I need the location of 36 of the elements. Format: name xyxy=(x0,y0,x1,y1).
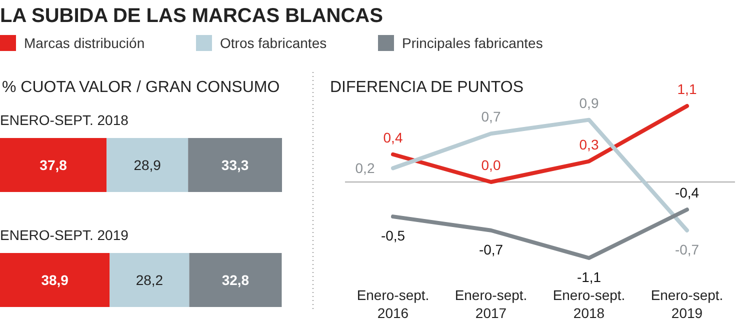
data-label: 32,8 xyxy=(222,272,250,288)
data-label: 37,8 xyxy=(40,157,68,173)
bar xyxy=(106,138,188,192)
data-label: 0,3 xyxy=(579,136,599,152)
data-label: 0,2 xyxy=(355,160,375,176)
bar xyxy=(0,138,107,192)
legend-label: Principales fabricantes xyxy=(402,35,543,51)
data-label: 1,1 xyxy=(677,81,697,97)
data-label: -0,5 xyxy=(380,228,406,244)
x-tick-label: Enero-sept. 2018 xyxy=(552,287,626,321)
data-label: -0,7 xyxy=(674,241,700,258)
data-label: 0,0 xyxy=(481,157,501,173)
data-label: -0,7 xyxy=(478,241,504,258)
bar xyxy=(188,138,282,192)
text: % CUOTA VALOR / GRAN CONSUMO xyxy=(2,79,280,96)
chart-title: LA SUBIDA DE LAS MARCAS BLANCAS xyxy=(0,5,383,27)
x-tick-label: Enero-sept. 2017 xyxy=(454,287,528,321)
data-label: 0,4 xyxy=(383,129,403,146)
chart-title: DIFERENCIA DE PUNTOS xyxy=(330,79,524,96)
bar xyxy=(189,253,282,307)
y-tick-label: ENERO-SEPT. 2018 xyxy=(0,112,129,128)
data-label: 38,9 xyxy=(41,272,69,288)
legend-label: Otros fabricantes xyxy=(220,35,327,51)
data-label: -0,4 xyxy=(674,184,700,201)
data-label: 33,3 xyxy=(221,157,249,173)
legend-label: Marcas distribución xyxy=(24,35,145,51)
y-tick-label: ENERO-SEPT. 2019 xyxy=(0,227,129,243)
data-label: 0,7 xyxy=(481,108,501,125)
bar xyxy=(0,253,110,307)
data-label: 0,9 xyxy=(579,94,599,111)
x-tick-label: Enero-sept. 2016 xyxy=(356,287,430,321)
data-label: 28,2 xyxy=(136,272,164,288)
data-label: 28,9 xyxy=(134,157,162,173)
data-label: -1,1 xyxy=(576,269,602,285)
bar xyxy=(110,253,190,307)
x-tick-label: Enero-sept. 2019 xyxy=(650,287,724,321)
